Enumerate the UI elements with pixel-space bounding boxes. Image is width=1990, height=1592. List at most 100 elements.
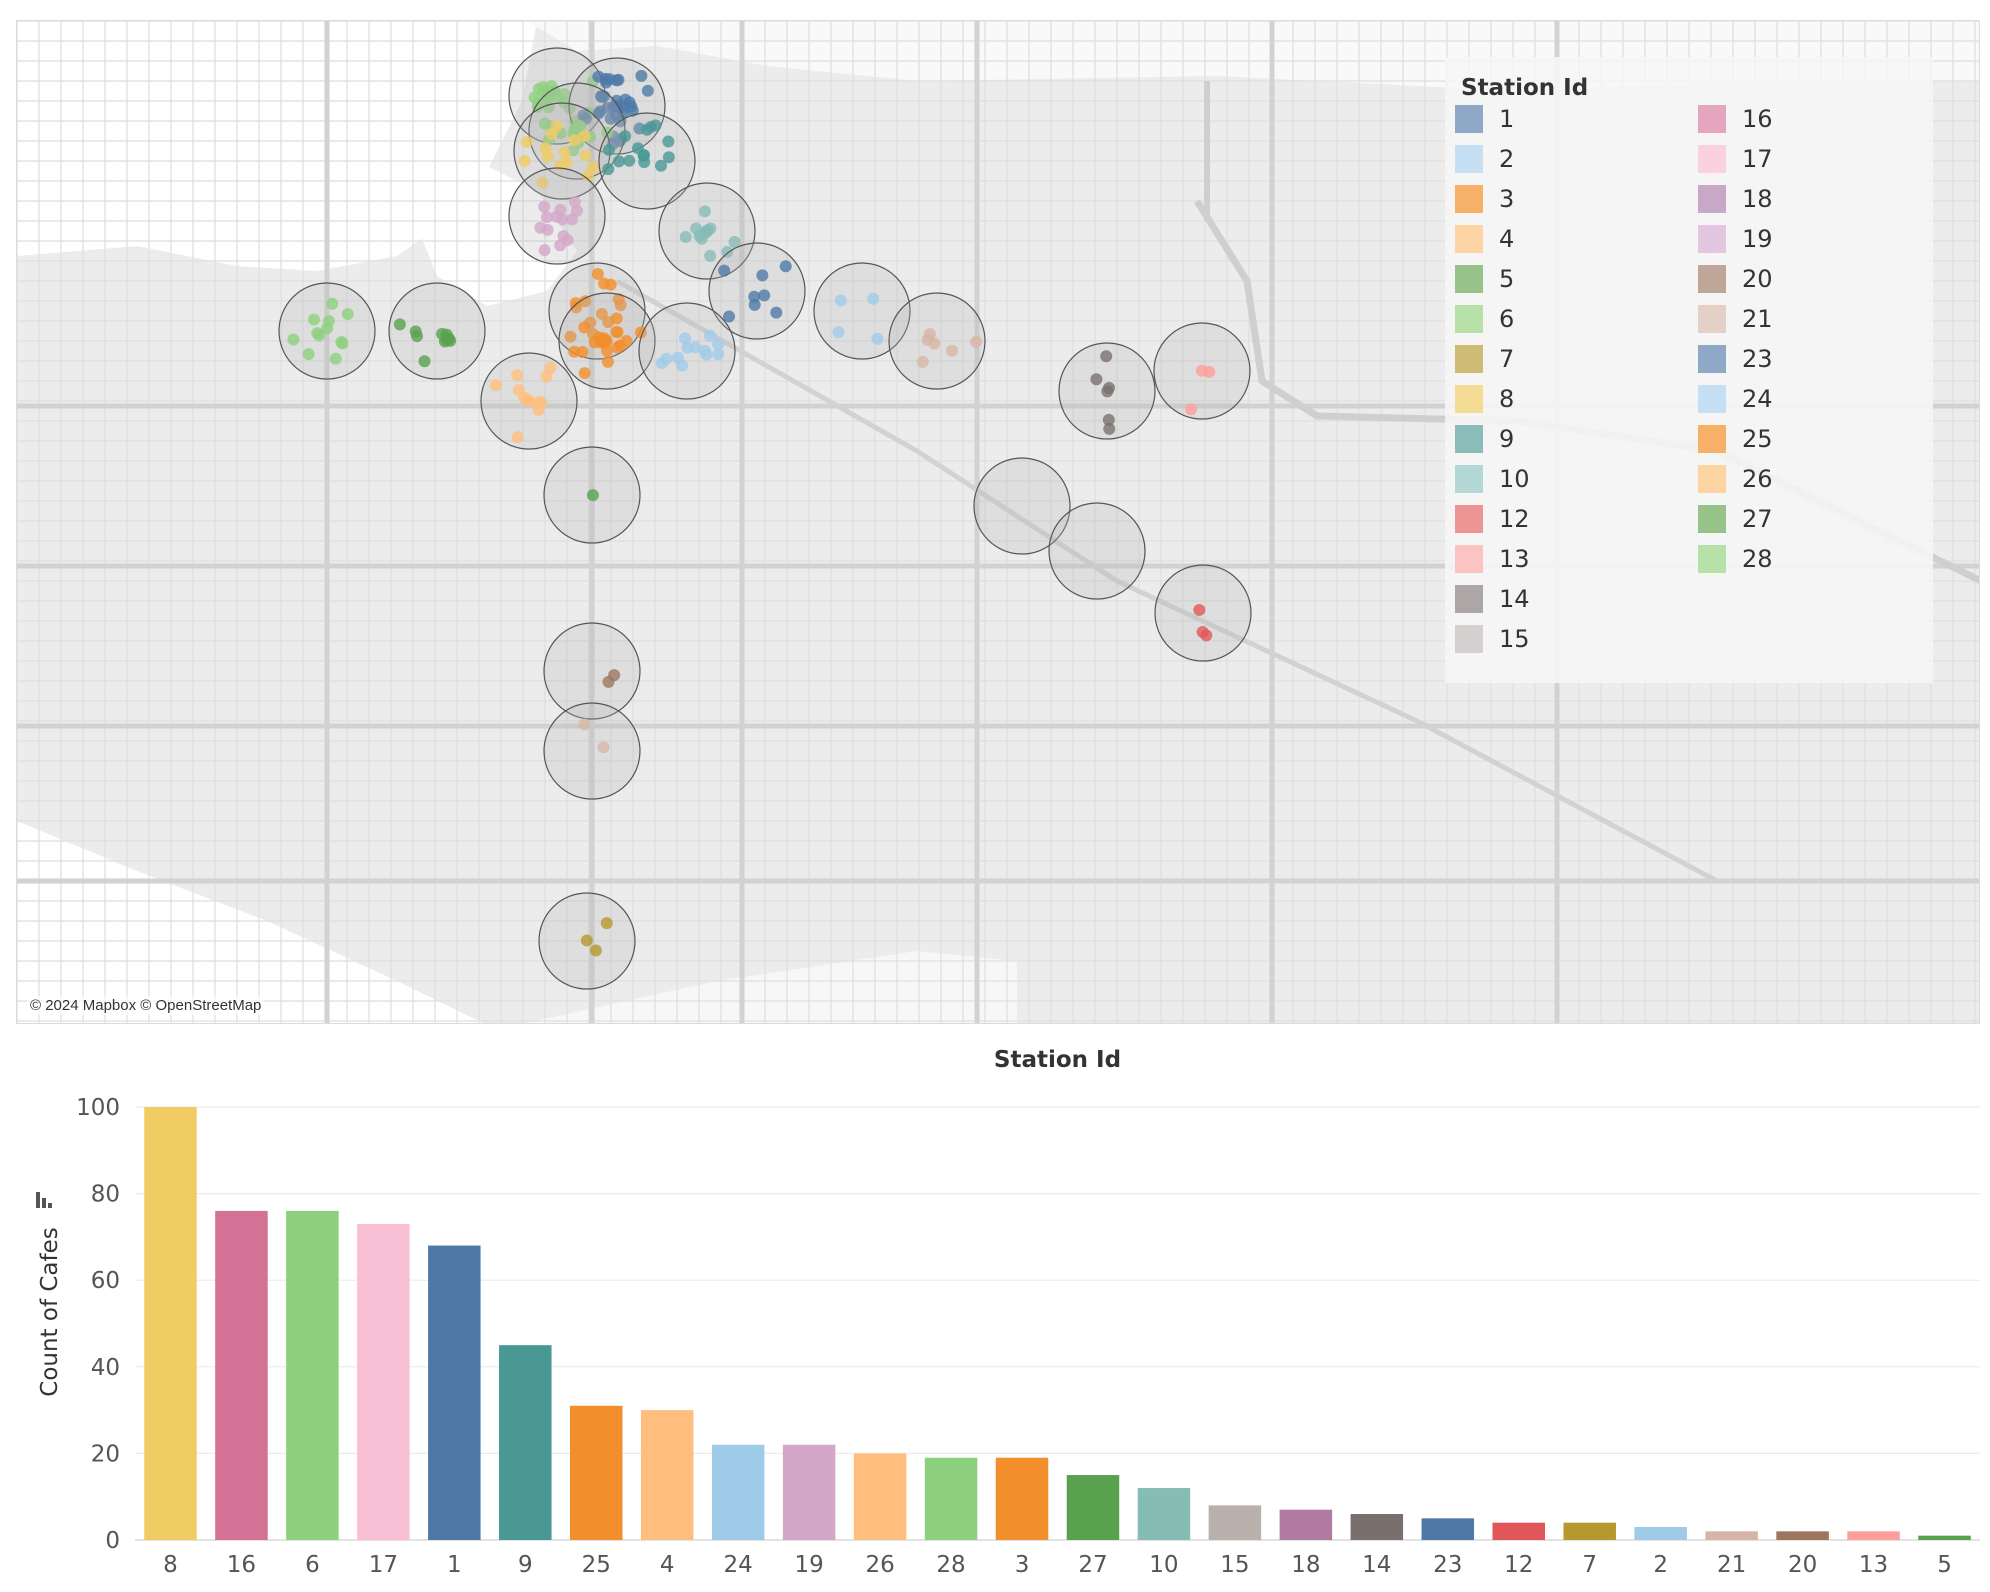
legend-item[interactable]: 9 (1455, 424, 1514, 454)
cafe-point[interactable] (308, 313, 321, 326)
cafe-point[interactable] (554, 203, 567, 216)
cafe-point[interactable] (335, 335, 348, 348)
legend-item[interactable]: 26 (1698, 464, 1773, 494)
cafe-point[interactable] (511, 369, 524, 382)
cafe-point[interactable] (758, 289, 771, 302)
legend-item[interactable]: 20 (1698, 264, 1773, 294)
cafe-point[interactable] (721, 245, 734, 258)
cafe-point[interactable] (538, 86, 551, 99)
cafe-point[interactable] (689, 341, 702, 354)
legend-item[interactable]: 19 (1698, 224, 1773, 254)
cafe-point[interactable] (603, 73, 616, 86)
cafe-point[interactable] (1193, 603, 1206, 616)
legend-item[interactable]: 17 (1698, 144, 1773, 174)
cafe-point[interactable] (540, 370, 553, 383)
cafe-point[interactable] (560, 156, 573, 169)
cafe-point[interactable] (591, 268, 604, 281)
bar-station-18[interactable] (1279, 1509, 1333, 1540)
cafe-point[interactable] (578, 129, 591, 142)
cafe-point[interactable] (712, 348, 725, 361)
cafe-point[interactable] (544, 361, 557, 374)
cafe-point[interactable] (712, 338, 725, 351)
bar-station-7[interactable] (1563, 1522, 1616, 1540)
bar-station-28[interactable] (924, 1457, 978, 1540)
legend-item[interactable]: 12 (1455, 504, 1530, 534)
cafe-point[interactable] (586, 489, 599, 502)
legend-item[interactable]: 10 (1455, 464, 1530, 494)
station-radius-circle[interactable] (543, 702, 641, 800)
bar-station-9[interactable] (499, 1345, 552, 1540)
cafe-point[interactable] (723, 310, 736, 323)
cafe-point[interactable] (538, 117, 551, 130)
bar-station-12[interactable] (1492, 1522, 1546, 1540)
station-radius-circle[interactable] (1048, 502, 1146, 600)
map-panel[interactable]: Station Id 1 2 3 4 5 6 7 8 9 10 12 13 14 15 16 17 18 19 20… (16, 20, 1980, 1024)
legend-item[interactable]: 23 (1698, 344, 1773, 374)
cafe-point[interactable] (287, 333, 300, 346)
bar-station-14[interactable] (1350, 1514, 1404, 1540)
cafe-point[interactable] (518, 391, 531, 404)
cafe-point[interactable] (578, 718, 591, 731)
station-radius-circle[interactable] (543, 622, 641, 720)
legend-item[interactable]: 18 (1698, 184, 1773, 214)
cafe-point[interactable] (614, 299, 627, 312)
cafe-point[interactable] (690, 222, 703, 235)
cafe-point[interactable] (511, 431, 524, 444)
bar-station-20[interactable] (1776, 1531, 1829, 1540)
cafe-point[interactable] (604, 112, 617, 125)
cafe-point[interactable] (601, 355, 614, 368)
bar-station-6[interactable] (286, 1210, 339, 1540)
cafe-point[interactable] (568, 134, 581, 147)
cafe-point[interactable] (321, 322, 334, 335)
cafe-point[interactable] (623, 154, 636, 167)
cafe-point[interactable] (302, 348, 315, 361)
cafe-point[interactable] (578, 321, 591, 334)
bar-station-1[interactable] (428, 1245, 481, 1540)
cafe-point[interactable] (444, 334, 457, 347)
cafe-point[interactable] (620, 335, 633, 348)
cafe-point[interactable] (654, 159, 667, 172)
cafe-point[interactable] (602, 163, 615, 176)
cafe-point[interactable] (608, 669, 621, 682)
cafe-point[interactable] (678, 332, 691, 345)
cafe-point[interactable] (676, 359, 689, 372)
cafe-point[interactable] (568, 195, 581, 208)
cafe-point[interactable] (612, 155, 625, 168)
bar-station-24[interactable] (711, 1444, 765, 1540)
cafe-point[interactable] (580, 934, 593, 947)
cafe-point[interactable] (532, 404, 545, 417)
cafe-point[interactable] (867, 292, 880, 305)
cafe-point[interactable] (662, 151, 675, 164)
legend-item[interactable]: 25 (1698, 424, 1773, 454)
cafe-point[interactable] (541, 210, 554, 223)
cafe-point[interactable] (558, 146, 571, 159)
cafe-point[interactable] (536, 176, 549, 189)
cafe-point[interactable] (554, 239, 567, 252)
cafe-point[interactable] (610, 312, 623, 325)
cafe-point[interactable] (679, 231, 692, 244)
cafe-point[interactable] (326, 297, 339, 310)
bar-station-25[interactable] (569, 1405, 623, 1540)
bar-station-23[interactable] (1421, 1518, 1475, 1540)
bar-station-21[interactable] (1705, 1531, 1758, 1540)
cafe-point[interactable] (834, 294, 847, 307)
cafe-point[interactable] (602, 143, 615, 156)
bar-station-19[interactable] (782, 1444, 836, 1540)
legend-item[interactable]: 7 (1455, 344, 1514, 374)
cafe-point[interactable] (604, 278, 617, 291)
cafe-point[interactable] (1203, 365, 1216, 378)
cafe-point[interactable] (600, 917, 613, 930)
legend-item[interactable]: 5 (1455, 264, 1514, 294)
legend-item[interactable]: 21 (1698, 304, 1773, 334)
legend-item[interactable]: 3 (1455, 184, 1514, 214)
cafe-point[interactable] (601, 344, 614, 357)
cafe-point[interactable] (558, 87, 571, 100)
cafe-point[interactable] (570, 301, 583, 314)
cafe-point[interactable] (579, 149, 592, 162)
cafe-point[interactable] (538, 200, 551, 213)
cafe-point[interactable] (698, 205, 711, 218)
cafe-point[interactable] (718, 264, 731, 277)
bar-station-2[interactable] (1634, 1527, 1687, 1540)
cafe-point[interactable] (1102, 413, 1115, 426)
bar-station-15[interactable] (1208, 1505, 1262, 1540)
